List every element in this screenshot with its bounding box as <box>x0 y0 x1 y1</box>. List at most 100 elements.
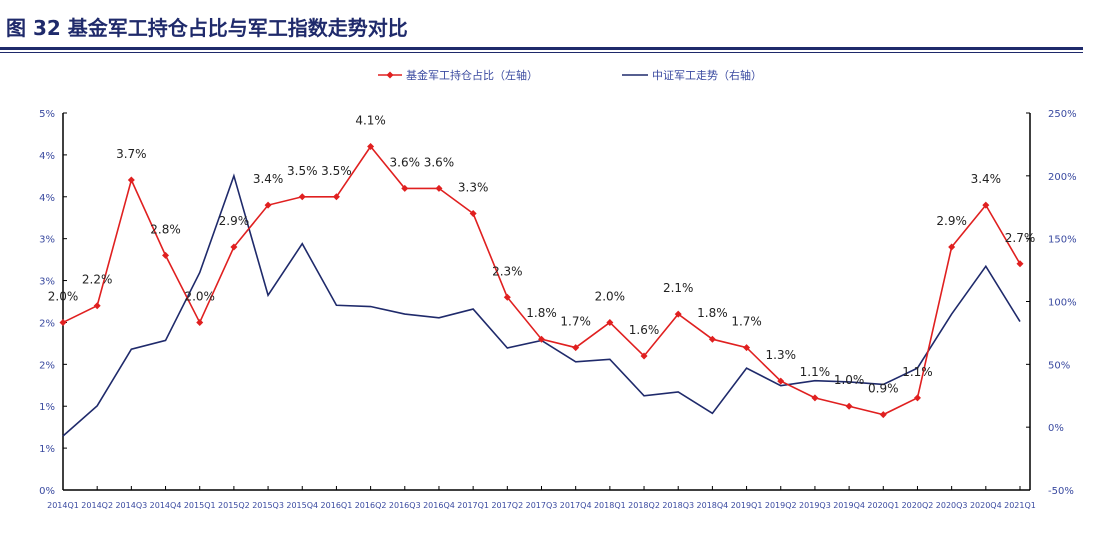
x-tick-label: 2017Q1 <box>457 501 489 510</box>
holding-ratio-point <box>401 184 409 192</box>
holding-ratio-point <box>708 335 716 343</box>
left-tick-label: 2% <box>39 318 55 329</box>
right-tick-label: 250% <box>1048 109 1077 120</box>
x-tick-label: 2017Q4 <box>560 501 592 510</box>
left-tick-label: 3% <box>39 277 55 288</box>
holding-ratio-point <box>572 344 580 352</box>
holding-ratio-point <box>743 344 751 352</box>
data-label: 3.6% <box>424 155 455 169</box>
data-label: 0.9% <box>868 382 899 396</box>
data-label: 1.7% <box>731 315 762 329</box>
left-tick-label: 1% <box>39 402 55 413</box>
data-label: 3.5% <box>321 164 352 178</box>
holding-ratio-point <box>298 193 306 201</box>
holding-ratio-point <box>640 352 648 360</box>
left-tick-label: 3% <box>39 235 55 246</box>
data-label: 2.9% <box>219 214 250 228</box>
data-label: 1.0% <box>834 373 865 387</box>
x-tick-label: 2019Q3 <box>799 501 831 510</box>
x-tick-label: 2020Q1 <box>867 501 899 510</box>
x-tick-label: 2020Q2 <box>902 501 934 510</box>
x-tick-label: 2019Q2 <box>765 501 797 510</box>
x-tick-label: 2015Q2 <box>218 501 250 510</box>
figure-title: 图 32 基金军工持仓占比与军工指数走势对比 <box>6 16 408 40</box>
left-tick-label: 0% <box>39 486 55 497</box>
x-tick-label: 2017Q2 <box>491 501 523 510</box>
x-tick-label: 2015Q4 <box>286 501 318 510</box>
x-tick-label: 2019Q1 <box>731 501 763 510</box>
data-label: 1.8% <box>697 306 728 320</box>
right-tick-label: -50% <box>1048 486 1074 497</box>
x-tick-label: 2018Q1 <box>594 501 626 510</box>
holding-ratio-point <box>879 411 887 419</box>
data-label: 2.7% <box>1005 231 1036 245</box>
data-label: 3.4% <box>971 172 1002 186</box>
left-tick-label: 1% <box>39 444 55 455</box>
holding-ratio-point <box>606 318 614 326</box>
data-label: 1.1% <box>800 365 831 379</box>
x-tick-label: 2018Q2 <box>628 501 660 510</box>
holding-ratio-point <box>948 243 956 251</box>
data-label: 2.1% <box>663 281 694 295</box>
holding-ratio-point <box>196 318 204 326</box>
data-label: 2.3% <box>492 264 523 278</box>
left-tick-label: 5% <box>39 109 55 120</box>
data-label: 1.7% <box>560 315 591 329</box>
x-tick-label: 2017Q3 <box>526 501 558 510</box>
left-tick-label: 4% <box>39 151 55 162</box>
holding-ratio-point <box>127 176 135 184</box>
holding-ratio-point <box>538 335 545 343</box>
x-tick-label: 2020Q3 <box>936 501 968 510</box>
holding-ratio-point <box>811 394 819 402</box>
left-tick-label: 2% <box>39 360 55 371</box>
holding-ratio-point <box>777 377 785 385</box>
data-label: 1.3% <box>766 348 797 362</box>
x-tick-label: 2016Q4 <box>423 501 455 510</box>
left-tick-label: 4% <box>39 193 55 204</box>
data-label: 2.0% <box>595 289 626 303</box>
x-tick-label: 2014Q3 <box>115 501 147 510</box>
data-label: 2.9% <box>936 214 967 228</box>
holding-ratio-point <box>332 193 340 201</box>
holding-ratio-point <box>162 251 170 259</box>
holding-ratio-point <box>913 394 921 402</box>
data-label: 2.0% <box>48 289 79 303</box>
holding-ratio-point <box>982 201 990 209</box>
data-label: 2.0% <box>184 289 215 303</box>
holding-ratio-point <box>59 318 67 326</box>
x-tick-label: 2015Q3 <box>252 501 284 510</box>
legend-marker-holding <box>386 71 394 79</box>
right-tick-label: 0% <box>1048 423 1064 434</box>
x-tick-label: 2015Q1 <box>184 501 216 510</box>
data-label: 3.3% <box>458 181 489 195</box>
x-tick-label: 2014Q1 <box>47 501 79 510</box>
legend-label-index: 中证军工走势（右轴） <box>652 68 762 82</box>
data-label: 2.8% <box>150 222 181 236</box>
holding-ratio-line <box>62 145 1021 416</box>
x-tick-label: 2014Q2 <box>81 501 113 510</box>
holding-ratio-point <box>845 402 853 410</box>
holding-ratio-point <box>1016 260 1024 268</box>
legend-label-holding: 基金军工持仓占比（左轴） <box>406 68 538 82</box>
x-tick-label: 2016Q1 <box>321 501 353 510</box>
holding-ratio-point <box>674 310 682 318</box>
holding-ratio-point <box>469 210 477 218</box>
data-label: 1.8% <box>526 306 557 320</box>
data-label: 2.2% <box>82 273 113 287</box>
x-tick-label: 2018Q4 <box>697 501 729 510</box>
holding-ratio-point <box>264 201 272 209</box>
x-tick-label: 2021Q1 <box>1004 501 1036 510</box>
holding-ratio-point <box>93 302 101 310</box>
title-rule-thin <box>0 52 1083 53</box>
data-label: 1.6% <box>629 323 660 337</box>
holding-ratio-point <box>503 293 511 301</box>
data-label: 3.4% <box>253 172 284 186</box>
x-tick-label: 2018Q3 <box>662 501 694 510</box>
right-tick-label: 200% <box>1048 172 1077 183</box>
data-label: 4.1% <box>355 114 386 128</box>
x-tick-label: 2020Q4 <box>970 501 1002 510</box>
title-rule <box>0 47 1083 50</box>
data-label: 3.6% <box>390 155 421 169</box>
data-label: 3.7% <box>116 147 147 161</box>
